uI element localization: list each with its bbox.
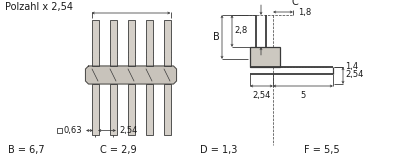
- Text: 0,63: 0,63: [64, 126, 83, 135]
- Text: 1,4: 1,4: [345, 62, 358, 72]
- Bar: [92, 20, 98, 66]
- Bar: [128, 20, 134, 66]
- Bar: [164, 84, 170, 135]
- Bar: [110, 84, 116, 135]
- Text: D = 1,3: D = 1,3: [200, 145, 237, 155]
- Text: C: C: [291, 0, 298, 7]
- Text: 2,8: 2,8: [234, 27, 247, 36]
- Text: F: F: [258, 0, 264, 1]
- Text: C = 2,9: C = 2,9: [100, 145, 137, 155]
- Bar: [92, 84, 98, 135]
- Text: 2,54: 2,54: [119, 126, 137, 135]
- Bar: [110, 20, 116, 66]
- Bar: [128, 84, 134, 135]
- Text: F = 5,5: F = 5,5: [304, 145, 340, 155]
- Bar: [57, 128, 62, 133]
- Bar: [164, 20, 170, 66]
- Polygon shape: [86, 66, 176, 84]
- Text: Polzahl x 2,54: Polzahl x 2,54: [5, 2, 73, 12]
- Text: B: B: [213, 32, 220, 42]
- Text: 5: 5: [300, 91, 306, 100]
- Text: B = 6,7: B = 6,7: [8, 145, 45, 155]
- Bar: [250, 47, 280, 67]
- Bar: [146, 84, 152, 135]
- Bar: [146, 20, 152, 66]
- Text: 2,54: 2,54: [252, 91, 271, 100]
- Text: 1,8: 1,8: [298, 7, 311, 16]
- Text: 2,54: 2,54: [345, 71, 363, 80]
